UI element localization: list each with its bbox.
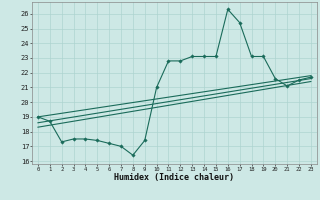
X-axis label: Humidex (Indice chaleur): Humidex (Indice chaleur)	[115, 173, 234, 182]
